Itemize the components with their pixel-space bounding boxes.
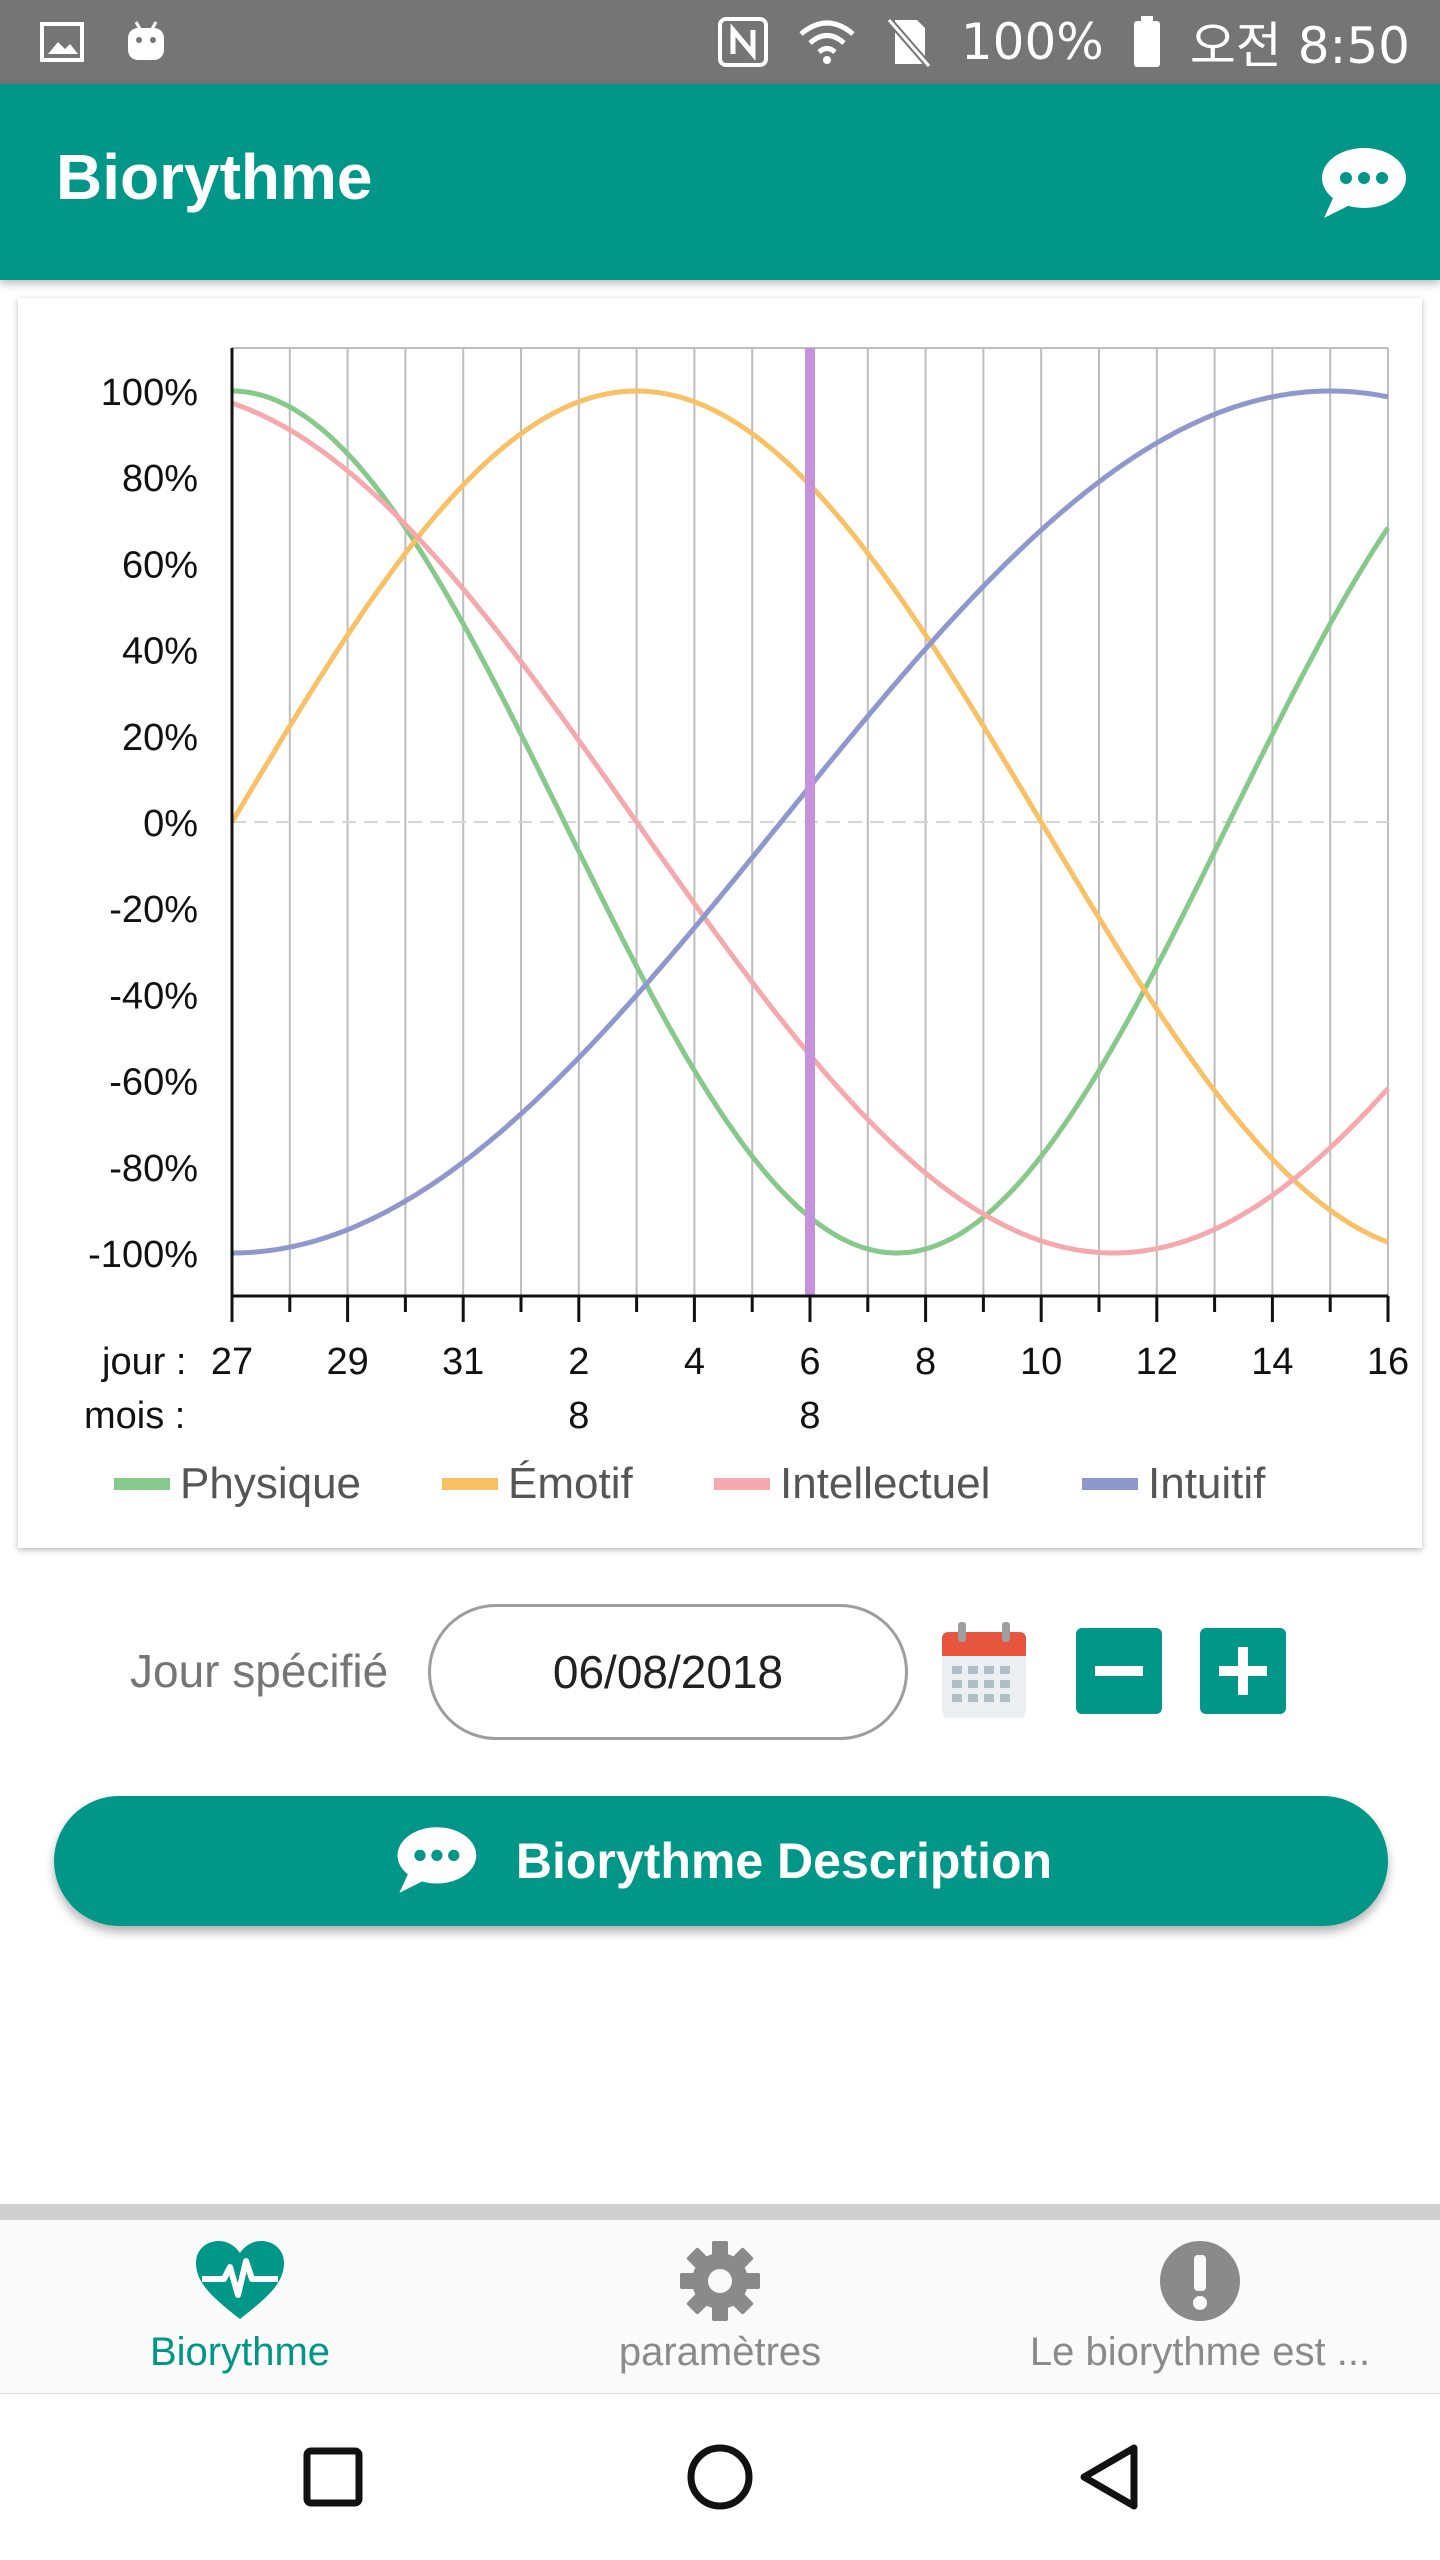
legend-label: Physique	[180, 1459, 361, 1508]
y-tick-label: -100%	[88, 1234, 198, 1276]
x-tick-label: 29	[326, 1341, 368, 1383]
back-button[interactable]	[1064, 2432, 1154, 2522]
y-tick-label: 100%	[101, 372, 198, 414]
y-tick-label: -40%	[109, 975, 198, 1017]
date-field[interactable]: 06/08/2018	[428, 1604, 908, 1740]
bottom-nav: Biorythme paramètres	[0, 2220, 1440, 2394]
y-tick-label: 0%	[143, 803, 198, 845]
battery-percent: 100%	[960, 13, 1104, 71]
chat-bubble-icon	[1322, 148, 1406, 218]
x-tick-label: 14	[1251, 1341, 1293, 1383]
x-month-prefix: mois :	[84, 1395, 185, 1437]
recents-button[interactable]	[288, 2432, 378, 2522]
battery-icon	[1132, 16, 1162, 68]
app-bar: Biorythme	[0, 84, 1440, 280]
no-sim-icon	[885, 16, 933, 68]
status-bar: 100% 오전 8:50	[0, 0, 1440, 84]
description-button-label: Biorythme Description	[515, 1833, 1053, 1889]
android-notification-icon	[124, 20, 168, 64]
x-tick-label: 31	[442, 1341, 484, 1383]
x-tick-label: 10	[1020, 1341, 1062, 1383]
x-tick-label: 8	[915, 1341, 936, 1383]
home-button[interactable]	[675, 2432, 765, 2522]
heart-pulse-icon	[196, 2241, 284, 2319]
day-selector: Jour spécifié 06/08/2018	[0, 1600, 1440, 1740]
wifi-icon	[797, 18, 857, 66]
nav-label-biorythme: Biorythme	[149, 2330, 331, 2374]
exclamation-icon	[1160, 2241, 1240, 2321]
chat-button[interactable]	[1314, 144, 1410, 224]
x-month-label: 8	[568, 1395, 589, 1437]
x-tick-label: 6	[799, 1341, 820, 1383]
minus-icon	[1095, 1666, 1143, 1676]
legend-label: Émotif	[508, 1459, 633, 1508]
chart-labels: 100% 80% 60% 40% 20% 0% -20% -40% -60% -80% -100% j…	[84, 372, 1409, 1437]
plus-icon	[1219, 1647, 1267, 1695]
nav-item-biorythme[interactable]: Biorythme	[0, 2220, 480, 2394]
nfc-icon	[717, 16, 769, 68]
y-tick-label: 60%	[122, 544, 198, 586]
legend-label: Intuitif	[1148, 1459, 1266, 1508]
x-month-label: 8	[799, 1395, 820, 1437]
chat-bubble-icon	[397, 1827, 477, 1893]
day-selector-label: Jour spécifié	[130, 1645, 389, 1697]
legend-swatch	[714, 1478, 770, 1490]
next-day-button[interactable]	[1200, 1628, 1286, 1714]
y-tick-label: 20%	[122, 717, 198, 759]
y-tick-label: -60%	[109, 1062, 198, 1104]
page-title: Biorythme	[56, 141, 373, 213]
back-triangle-icon	[1080, 2444, 1138, 2510]
nav-label-parametres: paramètres	[618, 2330, 822, 2374]
system-nav-bar	[0, 2394, 1440, 2560]
x-day-prefix: jour :	[101, 1341, 186, 1383]
image-notification-icon	[40, 22, 84, 62]
calendar-icon	[942, 1622, 1026, 1718]
previous-day-button[interactable]	[1076, 1628, 1162, 1714]
biorhythm-description-button[interactable]: Biorythme Description	[54, 1796, 1388, 1926]
square-icon	[303, 2447, 363, 2507]
legend-swatch	[442, 1478, 498, 1490]
nav-divider	[0, 2204, 1440, 2220]
biorhythm-chart[interactable]: 100% 80% 60% 40% 20% 0% -20% -40% -60% -80% -100% j…	[18, 298, 1422, 1548]
x-tick-label: 12	[1136, 1341, 1178, 1383]
y-tick-label: -80%	[109, 1148, 198, 1190]
nav-item-le-biorythme-est[interactable]: Le biorythme est ...	[960, 2220, 1440, 2394]
chart-legend: Physique Émotif Intellectuel Intuitif	[114, 1459, 1266, 1508]
x-tick-label: 16	[1367, 1341, 1409, 1383]
legend-swatch	[114, 1478, 170, 1490]
chart-axes	[230, 348, 1390, 1322]
nav-label-le-biorythme-est: Le biorythme est ...	[1029, 2330, 1371, 2374]
circle-icon	[687, 2444, 753, 2510]
biorhythm-chart-card: 100% 80% 60% 40% 20% 0% -20% -40% -60% -80% -100% j…	[18, 298, 1422, 1548]
x-tick-label: 4	[684, 1341, 705, 1383]
clock: 오전 8:50	[1189, 17, 1410, 75]
y-tick-label: 40%	[122, 631, 198, 673]
x-tick-label: 2	[568, 1341, 589, 1383]
y-tick-label: -20%	[109, 889, 198, 931]
nav-item-parametres[interactable]: paramètres	[480, 2220, 960, 2394]
y-tick-label: 80%	[122, 458, 198, 500]
legend-swatch	[1082, 1478, 1138, 1490]
gear-icon	[680, 2241, 760, 2321]
legend-label: Intellectuel	[780, 1459, 990, 1508]
x-tick-label: 27	[211, 1341, 253, 1383]
calendar-button[interactable]	[940, 1620, 1028, 1720]
